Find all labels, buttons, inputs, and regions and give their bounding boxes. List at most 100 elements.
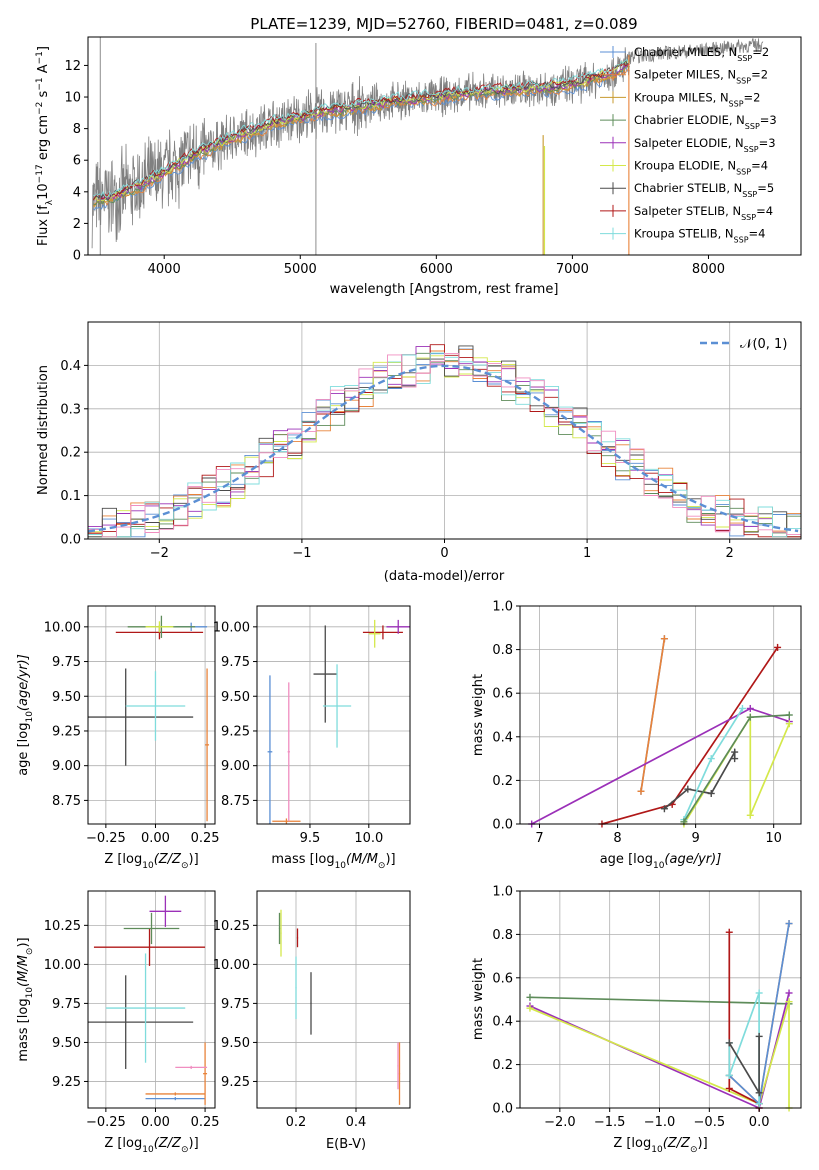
weight-age-ytick-label: 0.6 bbox=[492, 687, 513, 702]
age-mass-ytick-label: 9.25 bbox=[221, 724, 250, 739]
weight-age-ytick-label: 0.8 bbox=[492, 643, 513, 658]
weight-z-xlabel-part: ⊙ bbox=[690, 1145, 698, 1155]
age-z-ytick-label: 10.00 bbox=[44, 620, 81, 635]
spectrum-xtick-label: 8000 bbox=[692, 262, 725, 277]
observed-spectrum-line bbox=[91, 47, 630, 249]
weight-z-xtick-label: −1.5 bbox=[594, 1115, 626, 1130]
weight-z-ytick-label: 0.8 bbox=[492, 928, 513, 943]
figure-title: PLATE=1239, MJD=52760, FIBERID=0481, z=0… bbox=[250, 15, 637, 33]
age-z-ytick-label: 8.75 bbox=[52, 794, 81, 809]
spectrum-ylabel-part: λ bbox=[45, 199, 55, 205]
spectrum-ylabel-part: −1 bbox=[35, 77, 45, 90]
mass-ebv-ytick-label: 10.25 bbox=[213, 919, 250, 934]
mass-z-xlabel-part: 10 bbox=[142, 1145, 154, 1155]
legend-entry-name: Kroupa MILES, N bbox=[634, 90, 729, 104]
weight-series-line bbox=[601, 646, 779, 825]
weight-z-xlabel-part: Z [log bbox=[613, 1136, 651, 1151]
legend-entry-count: =4 bbox=[751, 159, 768, 173]
mass-ebv-xtick-label: 0.2 bbox=[286, 1115, 307, 1130]
weight-z-ytick-label: 0.6 bbox=[492, 971, 513, 986]
age-z-xlabel-part: (Z/Z bbox=[154, 852, 182, 867]
weight-series-line bbox=[529, 996, 790, 1005]
spectrum-xtick-label: 6000 bbox=[420, 262, 453, 277]
mass-z-ytick-label: 10.25 bbox=[44, 919, 81, 934]
spectrum-ylabel-part: 10 bbox=[36, 183, 51, 200]
weight-age-ytick-label: 0.2 bbox=[492, 774, 513, 789]
legend-entry-sub: SSP bbox=[744, 144, 759, 153]
age-mass-xlabel-part: mass [log bbox=[271, 852, 334, 867]
legend-entry-count: =2 bbox=[752, 45, 769, 59]
residuals-ytick-label: 0.3 bbox=[60, 402, 81, 417]
legend-entry-count: =4 bbox=[749, 227, 766, 241]
age-mass-xlabel-part: 10 bbox=[335, 861, 347, 871]
age-z-xtick-label: −0.25 bbox=[86, 831, 126, 846]
age-z-ylabel-part: (age/yr)] bbox=[16, 654, 31, 711]
spectrum-ytick-label: 0 bbox=[73, 249, 81, 264]
age-mass-ytick-label: 9.50 bbox=[221, 690, 250, 705]
residuals-xtick-label: 0 bbox=[440, 546, 448, 561]
weight-age-xtick-label: 7 bbox=[535, 831, 543, 846]
model-spectrum-line bbox=[93, 60, 630, 202]
weight-age-ylabel: mass weight bbox=[471, 674, 486, 756]
age-mass-axes-frame bbox=[256, 605, 411, 825]
spectrum-ytick-label: 2 bbox=[73, 217, 81, 232]
legend-entry-count: =3 bbox=[760, 113, 777, 127]
spectrum-data-group bbox=[91, 37, 764, 255]
age-z-ytick-label: 9.25 bbox=[52, 724, 81, 739]
mass-z-xlabel-part: )] bbox=[189, 1136, 199, 1151]
age-mass-ytick-label: 9.00 bbox=[221, 759, 250, 774]
mass-ebv-data-group bbox=[278, 909, 401, 1105]
age-z-ylabel-part: age [log bbox=[16, 723, 31, 776]
weight-series-line bbox=[529, 1001, 790, 1108]
legend-entry-count: =3 bbox=[759, 136, 776, 150]
residuals-ylabel: Normed distribution bbox=[36, 365, 51, 495]
age-z-xlabel-part: ⊙ bbox=[181, 861, 189, 871]
residuals-xtick-label: 1 bbox=[583, 546, 591, 561]
age-mass-xlabel-part: )] bbox=[385, 852, 395, 867]
age-mass-xlabel: mass [log10(M/M⊙)] bbox=[271, 852, 395, 871]
legend-entry: Kroupa STELIB, NSSP=4 bbox=[634, 227, 765, 245]
weight-age-ytick-label: 1.0 bbox=[492, 600, 513, 615]
weight-z-xlabel-part: )] bbox=[698, 1136, 708, 1151]
mass-ebv-xtick-label: 0.4 bbox=[346, 1115, 367, 1130]
mass-z-xlabel-part: (Z/Z bbox=[154, 1136, 182, 1151]
mass-z-xlabel: Z [log10(Z/Z⊙)] bbox=[104, 1136, 198, 1155]
mass-ebv-ytick-label: 9.50 bbox=[221, 1036, 250, 1051]
mass-z-data-group bbox=[88, 895, 208, 1105]
weight-z-xlabel: Z [log10(Z/Z⊙)] bbox=[613, 1136, 707, 1155]
mass-z-ytick-label: 10.00 bbox=[44, 958, 81, 973]
age-mass-xlabel-part: ⊙ bbox=[378, 861, 386, 871]
residuals-ytick-label: 0.4 bbox=[60, 359, 81, 374]
model-spectrum-line bbox=[93, 58, 630, 198]
mass-z-ytick-label: 9.25 bbox=[52, 1075, 81, 1090]
mass-ebv-axes-frame bbox=[256, 890, 411, 1109]
weight-age-xtick-label: 9 bbox=[691, 831, 699, 846]
age-mass-ytick-label: 10.00 bbox=[213, 620, 250, 635]
weight-age-xlabel-part: (age/yr)] bbox=[664, 852, 721, 867]
residuals-ytick-label: 0.0 bbox=[60, 533, 81, 548]
spectrum-xtick-label: 4000 bbox=[148, 262, 181, 277]
age-mass-ytick-label: 8.75 bbox=[221, 794, 250, 809]
age-z-xtick-label: 0.00 bbox=[141, 831, 170, 846]
spectrum-ylabel-part: s bbox=[36, 90, 51, 101]
spectrum-ylabel-part: erg cm bbox=[36, 115, 51, 164]
age-mass-xlabel-part: (M/M bbox=[346, 852, 378, 867]
spectrum-ylabel-part: Flux [f bbox=[36, 205, 51, 246]
age-z-data-group bbox=[88, 615, 210, 822]
residuals-xtick-label: −1 bbox=[292, 546, 311, 561]
legend-entry-name: Salpeter ELODIE, N bbox=[634, 136, 744, 150]
weight-z-ytick-label: 0.0 bbox=[492, 1102, 513, 1117]
legend-entry-sub: SSP bbox=[729, 99, 744, 108]
legend-entry: Salpeter ELODIE, NSSP=3 bbox=[634, 136, 776, 154]
weight-age-data-group bbox=[528, 635, 793, 828]
legend-entry: Chabrier MILES, NSSP=2 bbox=[634, 45, 769, 63]
weight-z-ylabel: mass weight bbox=[471, 958, 486, 1040]
model-spectrum-line bbox=[93, 63, 630, 202]
legend-entry-name: Chabrier MILES, N bbox=[634, 45, 737, 59]
weight-z-xtick-label: −2.0 bbox=[544, 1115, 576, 1130]
legend-entry-sub: SSP bbox=[742, 190, 757, 199]
weight-z-axes-frame bbox=[519, 890, 802, 1109]
weight-age-xtick-label: 10 bbox=[765, 831, 782, 846]
weight-z-ytick-label: 1.0 bbox=[492, 885, 513, 900]
mass-ebv-ytick-label: 9.25 bbox=[221, 1075, 250, 1090]
